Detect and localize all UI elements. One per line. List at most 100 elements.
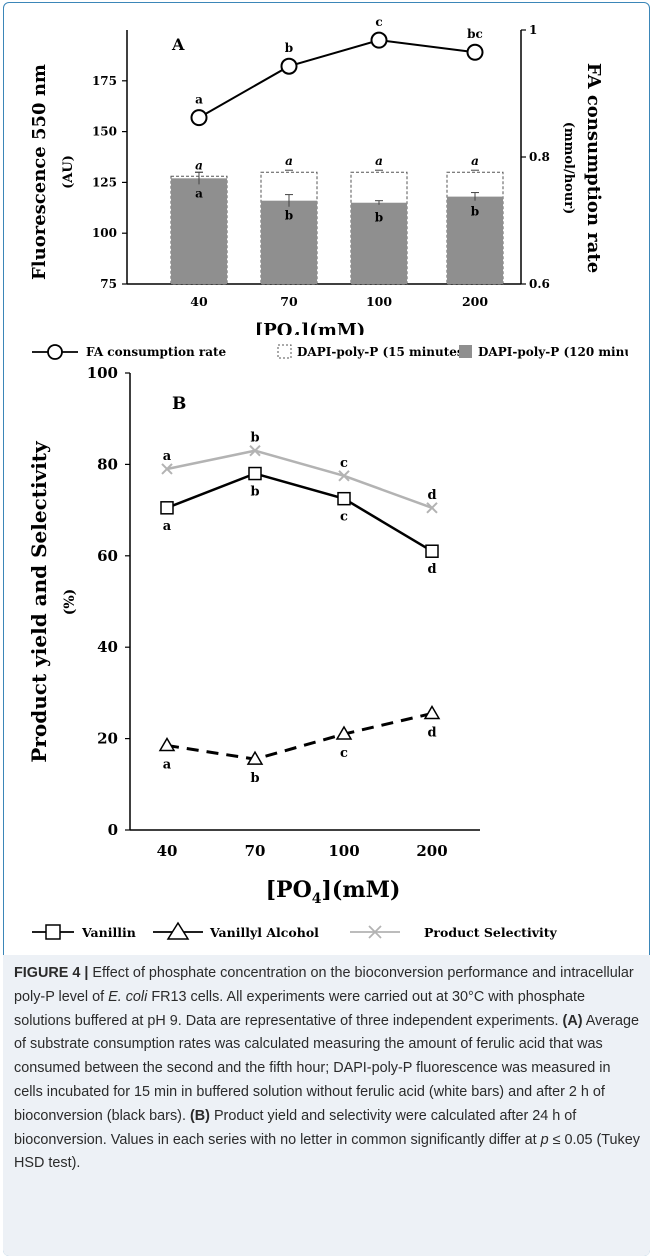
bar-dapi-120-0 <box>171 178 227 284</box>
caption-intro: Effect of phosphate concentration on the… <box>14 965 634 1005</box>
bar-dapi-120-1 <box>261 200 317 284</box>
legend-vanillyl-label: Vanillyl Alcohol <box>209 925 319 940</box>
legend-vanillyl-alcohol: Vanillyl Alcohol <box>153 921 319 940</box>
letter-dapi-120-3: b <box>471 205 479 219</box>
letter-vanillyl-alcohol-2: c <box>340 746 348 761</box>
letter-fa-consumption-0: a <box>195 93 203 107</box>
legend-selectivity-label: Product Selectivity <box>424 925 557 940</box>
point-vanillyl-alcohol-3 <box>423 704 441 720</box>
chart-b-ytick-label-0: 0 <box>108 821 118 839</box>
caption-text-b: Product yield and selectivity were calcu… <box>14 1107 577 1148</box>
chart-b-xtick-label-1: 70 <box>245 842 266 860</box>
point-fa-consumption-3 <box>466 43 484 61</box>
point-vanillin-3 <box>425 544 439 558</box>
legend-dapi-120-label: DAPI-poly-P (120 minutes) <box>478 345 628 359</box>
chart-b-ytick-label-4: 80 <box>97 455 118 473</box>
legend-vanillin: Vanillin <box>32 924 136 940</box>
caption-figure-label: FIGURE 4 | <box>14 965 89 981</box>
chart-b-ytick-label-3: 60 <box>97 547 118 565</box>
chart-b-ylabel: Product yield and Selectivity <box>27 440 51 763</box>
caption-p-symbol: p <box>540 1131 549 1148</box>
legend-fa-label: FA consumption rate <box>86 345 227 359</box>
chart-a: A Fluorescence 550 nm (AU) FA consumptio… <box>29 15 604 335</box>
point-fa-consumption-2 <box>370 31 388 49</box>
chart-b-xtick-label-3: 200 <box>416 842 447 860</box>
figure-caption: FIGURE 4 | Effect of phosphate concentra… <box>14 962 640 1176</box>
letter-vanillin-1: b <box>250 485 259 500</box>
point-product-selectivity-2 <box>338 470 350 482</box>
chart-b-ytick-label-5: 100 <box>87 364 118 382</box>
caption-label-b: (B) <box>189 1107 210 1124</box>
chart-a-ylabel-unit: (AU) <box>61 155 76 189</box>
letter-vanillin-2: c <box>340 510 348 525</box>
chart-a-y2label: FA consumption rate <box>583 63 604 273</box>
point-vanillyl-alcohol-1 <box>246 750 264 765</box>
letter-dapi-120-1: b <box>285 209 293 223</box>
chart-b-xtick-label-2: 100 <box>328 842 359 860</box>
caption-p1: FR13 cells. All experiments were carried… <box>14 988 586 1029</box>
chart-a-ytick-label-0: 75 <box>100 277 117 291</box>
line-vanillin <box>166 472 433 553</box>
legend-dapi-120: DAPI-poly-P (120 minutes) <box>459 345 628 359</box>
letter-dapi-15-1: a <box>285 154 293 168</box>
caption-text-a: Average of substrate consumption rates w… <box>14 1012 640 1124</box>
chart-a-xtick-label-3: 200 <box>462 294 488 309</box>
point-product-selectivity-1 <box>249 444 261 457</box>
letter-vanillyl-alcohol-3: d <box>427 725 436 740</box>
chart-a-y2tick-label-2: 1 <box>529 23 537 37</box>
chart-a-ytick-label-4: 175 <box>92 74 117 88</box>
bar-dapi-120-3 <box>447 196 503 284</box>
point-fa-consumption-0 <box>190 109 208 127</box>
letter-fa-consumption-1: b <box>285 41 293 55</box>
letter-dapi-15-2: a <box>375 154 383 168</box>
letter-dapi-120-2: b <box>375 211 383 225</box>
point-vanillin-1 <box>248 466 262 481</box>
chart-a-ytick-label-1: 100 <box>92 226 117 240</box>
panel-label-a: A <box>171 35 185 54</box>
chart-a-xtick-label-0: 40 <box>190 294 208 309</box>
legend-dapi-15: DAPI-poly-P (15 minutes) <box>277 344 469 359</box>
chart-b-legend: Vanillin Vanillyl Alcohol Product Select… <box>28 920 628 944</box>
point-vanillin-2 <box>337 491 351 506</box>
chart-a-y2tick-label-0: 0.6 <box>529 277 550 291</box>
letter-dapi-120-0: a <box>195 186 203 200</box>
letter-fa-consumption-3: bc <box>467 27 483 41</box>
chart-a-ylabel: Fluorescence 550 nm <box>29 64 50 280</box>
point-vanillyl-alcohol-2 <box>335 725 353 740</box>
letter-vanillyl-alcohol-1: b <box>250 771 259 786</box>
chart-a-y2tick-label-1: 0.8 <box>529 150 550 164</box>
caption-text-end: ≤ 0.05 (Tukey HSD test). <box>14 1131 640 1172</box>
chart-a-legend: FA consumption rate DAPI-poly-P (15 minu… <box>28 340 628 364</box>
letter-product-selectivity-0: a <box>163 449 172 464</box>
legend-dapi-15-label: DAPI-poly-P (15 minutes) <box>297 345 469 359</box>
caption-organism: E. coli <box>108 988 148 1005</box>
chart-b-ytick-label-1: 20 <box>97 730 118 748</box>
chart-b-xlabel: [PO4](mM) <box>266 877 401 907</box>
line-product-selectivity <box>166 449 433 509</box>
letter-vanillin-3: d <box>427 562 436 577</box>
chart-a-y2label-unit: (mmol/hour) <box>561 122 576 215</box>
letter-product-selectivity-2: c <box>340 456 348 471</box>
chart-a-xlabel: [PO4](mM) <box>255 320 366 335</box>
bar-dapi-120-2 <box>351 202 407 284</box>
panel-label-b: B <box>172 394 186 414</box>
point-vanillin-0 <box>160 501 174 515</box>
letter-product-selectivity-1: b <box>250 431 259 446</box>
letter-dapi-15-3: a <box>471 154 479 168</box>
letter-product-selectivity-3: d <box>427 488 436 503</box>
line-vanillyl-alcohol <box>166 712 433 761</box>
caption-label-a: (A) <box>562 1012 583 1029</box>
chart-a-xtick-label-1: 70 <box>280 294 298 309</box>
chart-b-xtick-label-0: 40 <box>157 842 178 860</box>
legend-fa-consumption: FA consumption rate <box>32 344 227 360</box>
letter-dapi-15-0: a <box>195 158 203 172</box>
point-product-selectivity-3 <box>426 502 438 514</box>
point-product-selectivity-0 <box>161 463 173 475</box>
letter-vanillin-0: a <box>163 519 172 534</box>
caption-background <box>3 955 650 1256</box>
chart-a-ytick-label-3: 150 <box>92 125 117 139</box>
point-vanillyl-alcohol-0 <box>158 736 176 752</box>
chart-b-ylabel-unit: (%) <box>62 589 78 616</box>
point-fa-consumption-1 <box>280 57 298 75</box>
line-fa-consumption <box>198 39 476 119</box>
